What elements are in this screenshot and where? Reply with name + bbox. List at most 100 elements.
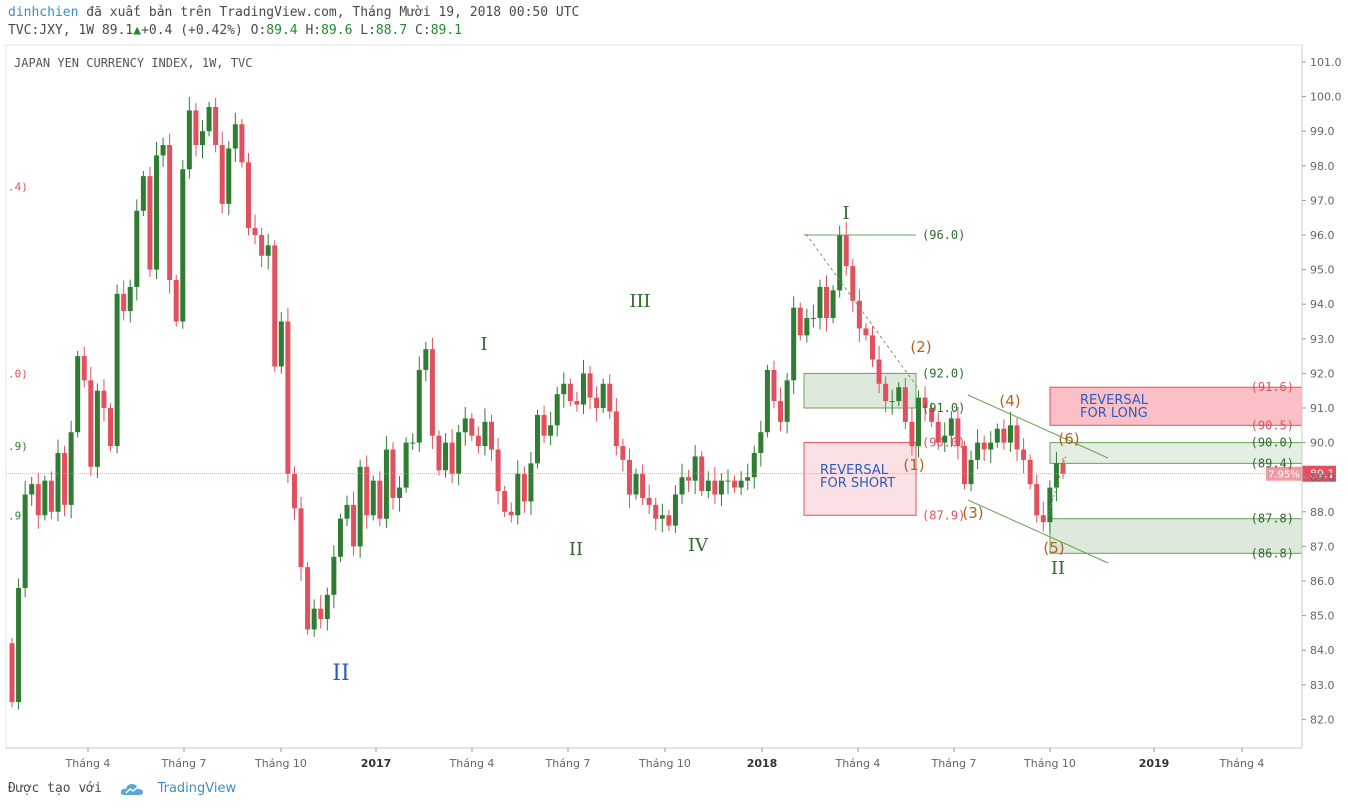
long-bottom-label: (90.5) bbox=[1251, 418, 1294, 432]
candle-body bbox=[620, 446, 626, 460]
candle-body bbox=[456, 432, 462, 474]
time-tick-label: Tháng 4 bbox=[1219, 757, 1265, 770]
candle-body bbox=[922, 397, 928, 408]
tradingview-link[interactable]: TradingView bbox=[157, 781, 237, 796]
price-tick-label: 98.0 bbox=[1310, 160, 1335, 173]
left-cut-label: .0) bbox=[8, 367, 28, 380]
candle-body bbox=[521, 473, 527, 502]
candle bbox=[922, 386, 928, 422]
candle-body bbox=[613, 411, 619, 447]
candle bbox=[850, 258, 856, 313]
time-tick-label: Tháng 7 bbox=[931, 757, 977, 770]
candle bbox=[955, 406, 961, 460]
candle bbox=[732, 475, 738, 493]
candle bbox=[870, 325, 876, 367]
close-value: 89.1 bbox=[430, 23, 462, 38]
price-tick-label: 99.0 bbox=[1310, 125, 1335, 138]
candle bbox=[252, 214, 258, 245]
candle-body bbox=[561, 383, 567, 395]
candle-body bbox=[626, 459, 632, 495]
candle-body bbox=[285, 321, 291, 474]
candle bbox=[285, 308, 291, 484]
candle-body bbox=[902, 387, 908, 422]
candle bbox=[1034, 474, 1040, 523]
candle-body bbox=[101, 390, 107, 408]
annotations-layer: 7.95% 89.1 (96.0) (92.0) (91.0) (90.0) (87.9) R… bbox=[6, 203, 1336, 686]
price-tick-label: 92.0 bbox=[1310, 367, 1335, 380]
candle bbox=[889, 389, 895, 415]
candle bbox=[1007, 411, 1013, 452]
change-text: +0.4 (+0.42%) bbox=[141, 23, 243, 38]
candle bbox=[475, 426, 481, 454]
candle-body bbox=[29, 484, 35, 495]
candle-body bbox=[961, 446, 967, 485]
candle bbox=[515, 460, 521, 525]
candle bbox=[915, 390, 921, 458]
candle-body bbox=[186, 110, 192, 170]
candle-body bbox=[226, 148, 232, 204]
candle bbox=[298, 496, 304, 581]
candle-body bbox=[305, 567, 311, 630]
candle-body bbox=[140, 176, 146, 211]
candle-body bbox=[68, 432, 74, 505]
candle-body bbox=[653, 504, 659, 519]
candle-body bbox=[219, 145, 225, 204]
candle-body bbox=[817, 286, 823, 319]
left-cut-label: .9) bbox=[8, 440, 28, 453]
candle bbox=[902, 377, 908, 430]
candle bbox=[462, 406, 468, 446]
candle bbox=[810, 304, 816, 328]
candle bbox=[239, 119, 245, 168]
candle bbox=[48, 471, 54, 520]
candle-body bbox=[771, 369, 777, 402]
close-label: C: bbox=[415, 23, 431, 38]
price-tick-label: 100.0 bbox=[1310, 91, 1342, 104]
candle bbox=[377, 471, 383, 526]
candle-body bbox=[436, 435, 442, 471]
candle bbox=[961, 440, 967, 490]
candle-body bbox=[988, 442, 994, 450]
low-label: L: bbox=[360, 23, 376, 38]
candle bbox=[318, 595, 324, 629]
candle-body bbox=[423, 349, 429, 370]
candle bbox=[548, 411, 554, 446]
candle-body bbox=[252, 228, 258, 235]
candle bbox=[942, 422, 948, 452]
candle bbox=[81, 346, 87, 388]
candle bbox=[751, 445, 757, 489]
candle-body bbox=[541, 414, 547, 436]
candle-body bbox=[351, 504, 357, 547]
low-value: 88.7 bbox=[375, 23, 408, 38]
candle-body bbox=[259, 235, 265, 256]
candle-body bbox=[55, 452, 61, 512]
author-link[interactable]: dinhchien bbox=[8, 5, 79, 20]
wave-i-mid: I bbox=[480, 334, 487, 355]
price-tick-label: 101.0 bbox=[1310, 56, 1342, 69]
candle bbox=[219, 131, 225, 214]
time-axis[interactable]: Tháng 4 Tháng 7 Tháng 10 2017 Tháng 4 Tháng 7… bbox=[6, 747, 1302, 770]
candle-body bbox=[554, 394, 560, 426]
candle bbox=[554, 386, 560, 437]
candle bbox=[666, 510, 672, 531]
candle bbox=[489, 414, 495, 461]
price-axis[interactable]: 101.0 100.0 99.0 98.0 97.0 96.0 95.0 94.0 93.0 92… bbox=[1301, 45, 1342, 748]
candle-body bbox=[1053, 463, 1059, 488]
candle bbox=[830, 285, 836, 324]
candle-body bbox=[718, 480, 724, 495]
wave-sub-5: (5) bbox=[1043, 539, 1064, 557]
price-tick-label: 82.0 bbox=[1310, 713, 1335, 726]
candle-body bbox=[784, 380, 790, 422]
candle-body bbox=[975, 442, 981, 460]
candle-body bbox=[239, 124, 245, 163]
candle-body bbox=[791, 307, 797, 381]
last-price-badge bbox=[1302, 465, 1336, 482]
candle bbox=[193, 103, 199, 157]
candle-body bbox=[495, 449, 501, 492]
candle bbox=[344, 495, 350, 526]
ohlc-line: TVC:JXY, 1W 89.1▲+0.4 (+0.42%) O:89.4 H:… bbox=[8, 23, 462, 38]
candle bbox=[613, 397, 619, 456]
publish-text: đã xuất bản trên TradingView.com, Tháng … bbox=[86, 5, 580, 20]
candle-body bbox=[646, 497, 652, 505]
candle bbox=[975, 429, 981, 470]
